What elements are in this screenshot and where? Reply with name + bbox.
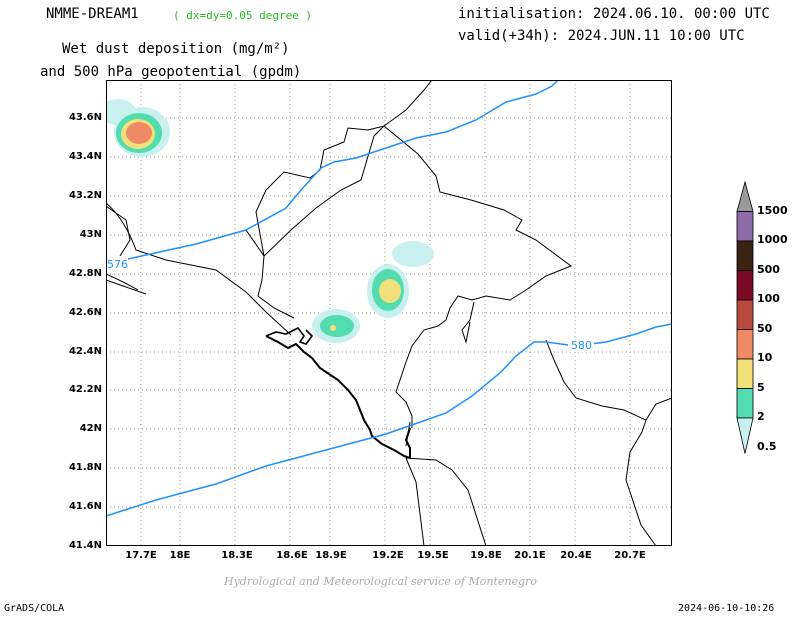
lake-shore xyxy=(265,326,314,345)
colorbar-label: 0.5 xyxy=(757,439,777,453)
colorbar-swatch xyxy=(736,211,754,242)
dust-cell-east xyxy=(392,241,434,267)
contour-580 xyxy=(106,323,672,517)
y-tick-label: 43.2N xyxy=(68,190,102,201)
colorbar-label: 1000 xyxy=(757,233,788,246)
colorbar-label: 500 xyxy=(757,262,780,276)
initialisation-time: initialisation: 2024.06.10. 00:00 UTC xyxy=(458,6,770,22)
colorbar-label: 1500 xyxy=(757,203,788,217)
colorbar-label: 10 xyxy=(757,351,773,364)
dust-cell-southwest xyxy=(312,309,360,343)
x-tick-label: 18.9E xyxy=(315,550,347,561)
x-tick-label: 20.4E xyxy=(560,550,592,561)
y-tick-label: 43.6N xyxy=(68,112,102,123)
contour-label-580: 580 xyxy=(571,339,592,352)
footer-software: GrADS/COLA xyxy=(4,603,65,614)
contour-label-576: 576 xyxy=(107,258,128,271)
dust-cell-northwest xyxy=(106,99,170,157)
y-tick-label: 41.8N xyxy=(68,462,102,473)
x-tick-label: 19.8E xyxy=(470,550,502,561)
valid-time: valid(+34h): 2024.JUN.11 10:00 UTC xyxy=(458,28,745,44)
y-tick-label: 43N xyxy=(79,229,102,240)
variable-title-line2: and 500 hPa geopotential (gpdm) xyxy=(40,64,302,80)
colorbar-swatch xyxy=(736,270,754,301)
credit-line: Hydrological and Meteorological service … xyxy=(224,575,537,588)
colorbar-label: 5 xyxy=(757,380,765,394)
resolution-label: ( dx=dy=0.05 degree ) xyxy=(173,9,313,22)
borders xyxy=(106,80,672,546)
x-tick-label: 20.7E xyxy=(614,550,646,561)
dust-cell-central xyxy=(367,264,409,318)
x-tick-label: 18E xyxy=(169,550,191,561)
colorbar-swatch xyxy=(736,299,754,330)
x-tick-label: 20.1E xyxy=(514,550,546,561)
y-tick-label: 42.8N xyxy=(68,268,102,279)
colorbar xyxy=(736,180,754,454)
colorbar-label: 50 xyxy=(757,321,773,335)
map-border xyxy=(106,80,672,546)
coastline xyxy=(265,335,411,460)
y-tick-label: 42N xyxy=(79,423,102,434)
y-tick-label: 43.4N xyxy=(68,151,102,162)
colorbar-label: 2 xyxy=(757,410,765,423)
variable-title-line1: Wet dust deposition (mg/m²) xyxy=(62,41,290,57)
colorbar-swatch xyxy=(736,329,754,360)
y-tick-label: 42.2N xyxy=(68,384,102,395)
colorbar-swatch xyxy=(736,358,754,389)
contour-576 xyxy=(106,80,559,265)
x-tick-label: 19.2E xyxy=(372,550,404,561)
footer-timestamp: 2024-06-10-10:26 xyxy=(678,603,775,614)
y-tick-label: 42.6N xyxy=(68,307,102,318)
colorbar-swatch xyxy=(736,417,754,454)
y-tick-label: 42.4N xyxy=(68,346,102,357)
x-tick-label: 18.6E xyxy=(276,550,308,561)
colorbar-swatch xyxy=(736,388,754,419)
x-tick-label: 18.3E xyxy=(221,550,253,561)
model-name: NMME-DREAM1 xyxy=(46,6,139,22)
y-tick-label: 41.6N xyxy=(68,501,102,512)
colorbar-swatch xyxy=(736,240,754,271)
x-tick-label: 17.7E xyxy=(125,550,157,561)
y-tick-label: 41.4N xyxy=(68,540,102,551)
x-tick-label: 19.5E xyxy=(417,550,449,561)
colorbar-label: 100 xyxy=(757,292,780,305)
colorbar-swatch xyxy=(736,180,754,212)
map-panel: 576 580 xyxy=(106,80,672,546)
